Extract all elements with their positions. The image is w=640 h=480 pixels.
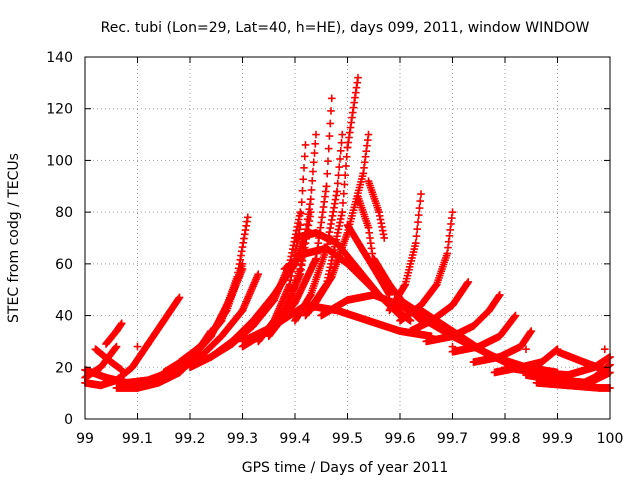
x-tick-label: 99.1 [122,431,153,447]
y-tick-label: 120 [46,102,73,118]
y-tick-label: 100 [46,153,73,169]
x-tick-label: 99.2 [174,431,205,447]
satellite-track [81,342,121,382]
chart-title: Rec. tubi (Lon=29, Lat=40, h=HE), days 0… [101,20,590,36]
plus-marker [117,319,126,328]
plus-marker [175,293,184,302]
x-tick-label: 99.6 [384,431,415,447]
satellite-track [102,319,126,348]
x-tick-label: 99.4 [279,431,310,447]
x-tick-label: 100 [597,431,624,447]
plus-markers [81,73,614,392]
x-tick-label: 99.3 [227,431,258,447]
y-axis-label: STEC from codg / TECUs [6,153,22,323]
satellite-track [81,293,184,390]
x-tick-label: 99.9 [542,431,573,447]
plus-marker [112,342,121,351]
x-tick-label: 99.8 [489,431,520,447]
y-tick-label: 0 [64,412,73,428]
plus-marker [117,366,126,374]
y-tick-label: 80 [55,205,73,221]
y-tick-label: 140 [46,50,73,66]
y-tick-label: 20 [55,360,73,376]
x-tick-label: 99 [76,431,94,447]
satellite-track [91,345,126,374]
y-tick-label: 60 [55,257,73,273]
x-axis-label: GPS time / Days of year 2011 [242,460,449,476]
x-tick-label: 99.7 [437,431,468,447]
x-tick-label: 99.5 [332,431,363,447]
y-tick-label: 40 [55,309,73,325]
